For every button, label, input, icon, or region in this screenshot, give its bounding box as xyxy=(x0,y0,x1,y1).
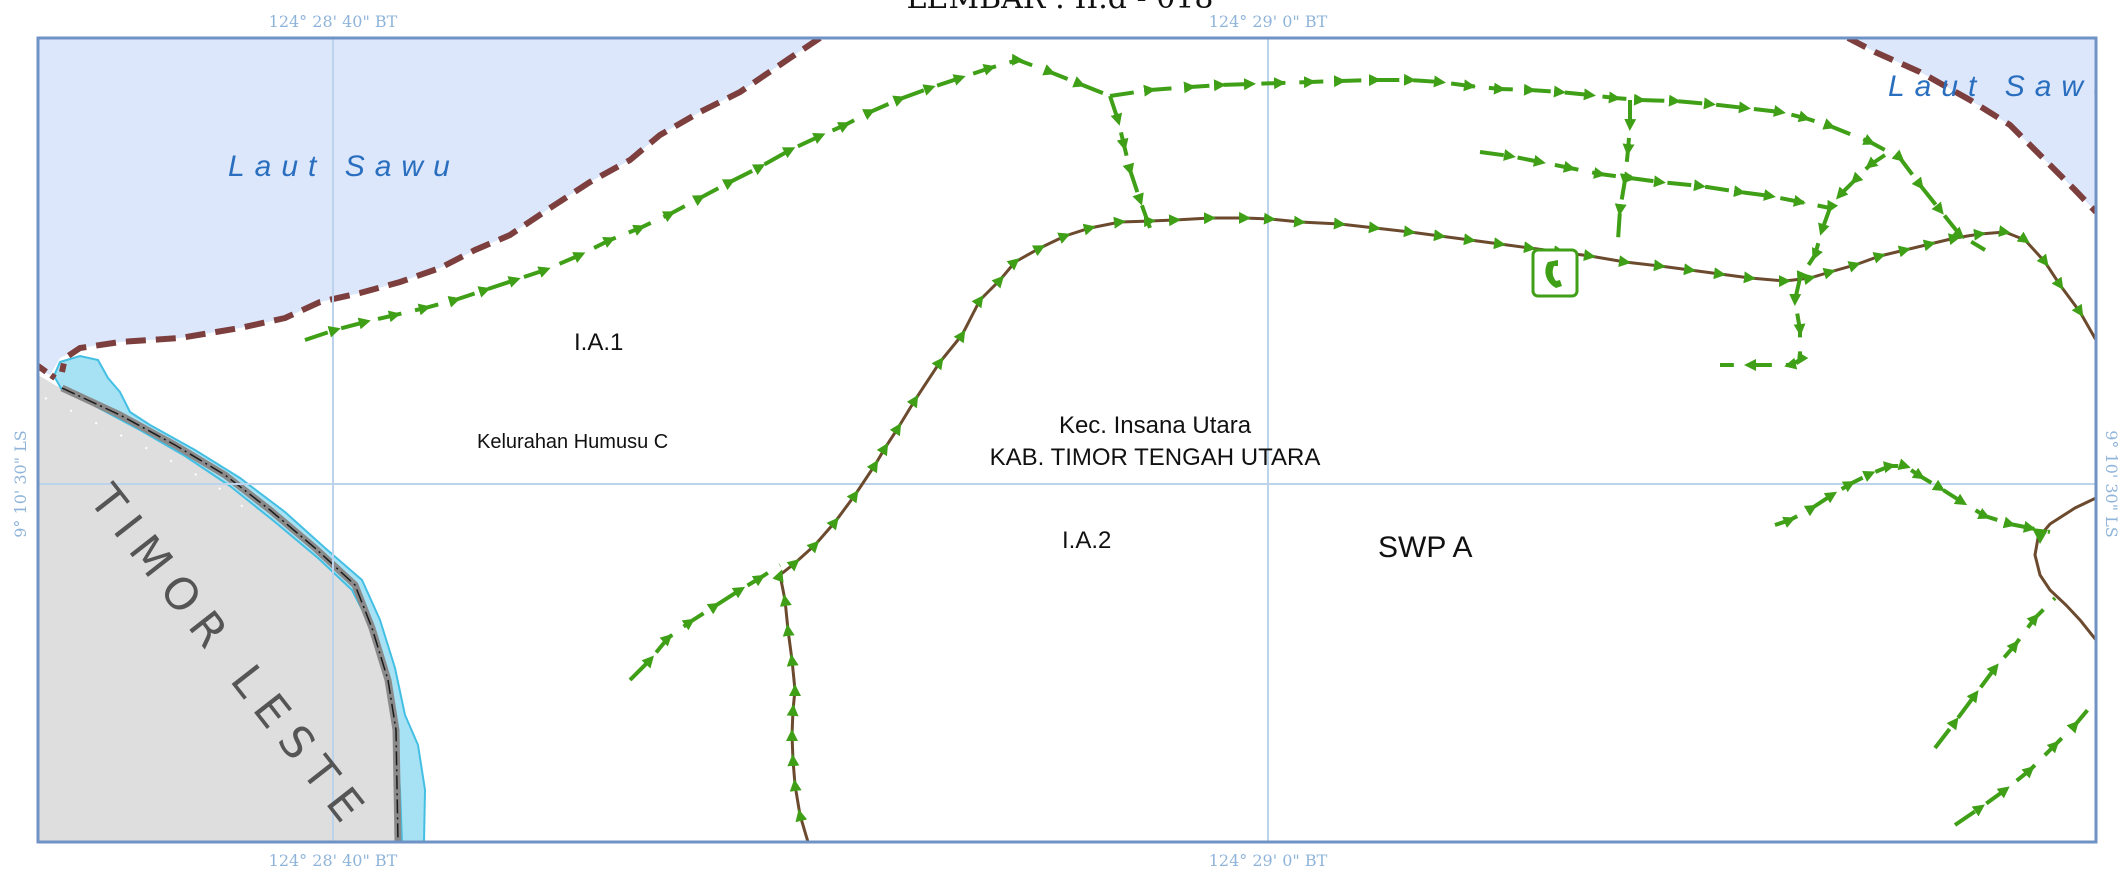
coord-bottom-left: 124° 28' 40" BT xyxy=(269,851,398,870)
map-frame xyxy=(36,36,2098,844)
border-river xyxy=(52,354,427,842)
telephone-icon xyxy=(1531,248,1579,298)
sea-label-right: Laut Sawu xyxy=(1888,70,2120,103)
road-east-brown-marker xyxy=(2032,528,2048,544)
coastline-left-tip xyxy=(38,363,57,381)
road-coast-north xyxy=(304,53,1111,342)
road-east-spur-1 xyxy=(1933,596,2057,750)
block-label-ia2: I.A.2 xyxy=(1062,527,1111,554)
road-spur-north xyxy=(1108,95,1152,229)
kabupaten-label: KAB. TIMOR TENGAH UTARA xyxy=(990,444,1321,471)
coastline-right xyxy=(1846,38,2096,215)
road-cross-1 xyxy=(1614,100,1637,241)
kecamatan-label: Kec. Insana Utara xyxy=(1059,412,1252,439)
sheet-title: LEMBAR : II.d - 018 xyxy=(907,0,1214,16)
road-southwest xyxy=(628,563,782,682)
international-border-line xyxy=(61,387,399,842)
swp-label: SWP A xyxy=(1378,531,1472,564)
road-branch-east xyxy=(1479,149,1831,210)
road-east-loop xyxy=(1774,458,2051,534)
road-ridge-north xyxy=(1109,73,1987,252)
road-cross-2 xyxy=(1720,153,1887,371)
kelurahan-label: Kelurahan Humusu C xyxy=(477,431,668,453)
coord-top-left: 124° 28' 40" BT xyxy=(269,12,398,31)
road-east-brown xyxy=(2033,496,2096,641)
coord-top-center: 124° 29' 0" BT xyxy=(1209,12,1328,31)
coord-bottom-center: 124° 29' 0" BT xyxy=(1209,851,1328,870)
sea-area-right xyxy=(1848,38,2096,212)
coord-left-lat: 9° 10' 30" LS xyxy=(11,430,30,538)
sea-label-left: Laut Sawu xyxy=(228,150,460,183)
road-east-spur-2 xyxy=(1953,698,2096,827)
coord-right-lat: 9° 10' 30" LS xyxy=(2102,430,2121,538)
timor-leste-territory xyxy=(38,375,400,842)
block-label-ia1: I.A.1 xyxy=(574,329,623,356)
